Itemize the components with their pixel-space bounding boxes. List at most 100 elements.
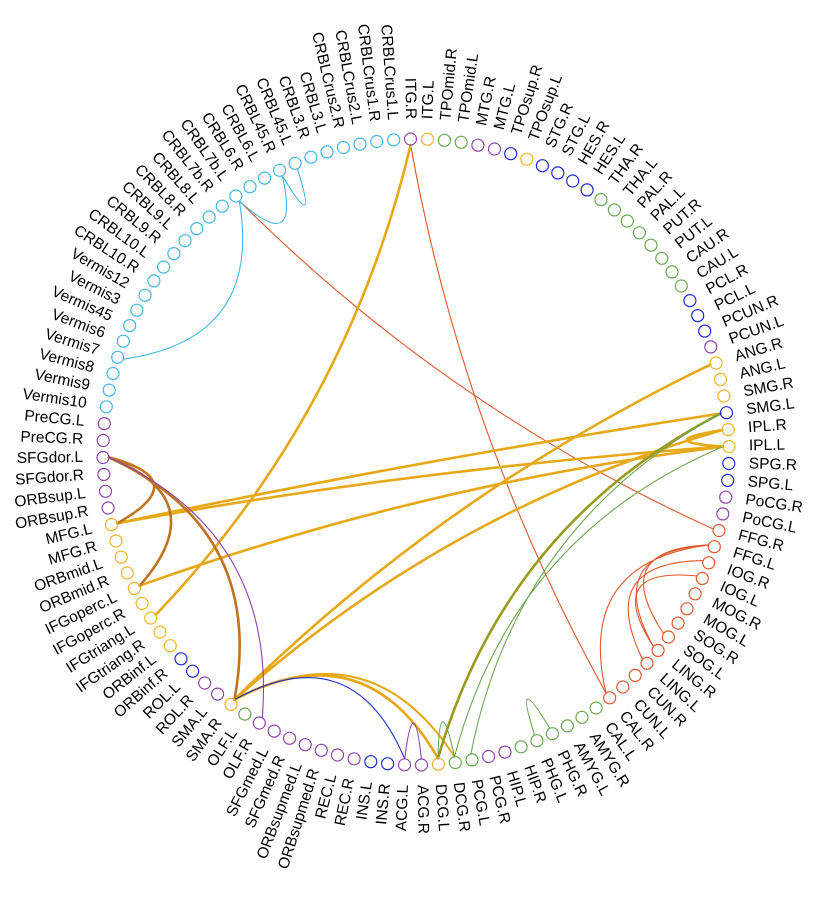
node-orbmid-l (114, 550, 128, 564)
node-crbl7b-l (229, 189, 243, 203)
node-ang-l (713, 372, 728, 386)
link-crbl7b-l-crbl45-r (238, 175, 288, 225)
node-crblcrus2-l (353, 137, 367, 151)
node-label-ins-r: INS.R (373, 783, 394, 826)
node-vermis6 (116, 334, 130, 348)
node-hip-l (498, 745, 512, 759)
nodes-layer (96, 132, 736, 772)
link-acg-r-acg-l (404, 722, 422, 760)
node-cau-l (674, 279, 688, 293)
node-vermis9 (102, 383, 116, 397)
node-cun-l (616, 680, 630, 694)
node-tposup-l (520, 152, 534, 166)
node-stg-l (551, 166, 565, 180)
node-label-precg-l: PreCG.L (24, 407, 86, 429)
node-cun-r (628, 668, 642, 683)
node-crbl8-l (202, 210, 216, 224)
node-sma-l (211, 687, 225, 701)
node-precg-l (97, 417, 111, 431)
node-label-tpomid-r: TPOmid.R (437, 48, 460, 122)
node-cau-r (665, 265, 679, 279)
node-ling-r (651, 643, 665, 658)
node-olf-l (238, 707, 252, 721)
node-pocg-l (716, 507, 730, 521)
node-ipl-r (721, 423, 735, 437)
node-pcg-r (482, 749, 496, 764)
link-itg-r-cal-r (410, 144, 607, 694)
link-ipl-l-mfg-l (116, 445, 725, 525)
node-put-r (644, 238, 658, 252)
node-label-ipl-r: IPL.R (747, 417, 787, 437)
node-rec-l (330, 748, 345, 762)
node-ins-r (381, 757, 395, 771)
node-mtg-l (487, 142, 502, 156)
link-crbl7b-l-ffg-r (238, 200, 714, 530)
link-crbl45-r-crbl45-l (281, 168, 307, 206)
node-acg-l (397, 758, 412, 772)
node-orbsup-r (101, 501, 115, 515)
node-cal-l (589, 701, 603, 715)
node-hes-l (580, 183, 594, 197)
link-iog-l-ling-r (635, 574, 698, 648)
node-tpomid-l (454, 135, 468, 149)
node-cal-r (603, 691, 617, 705)
node-pal-l (632, 226, 647, 240)
node-dcg-r (448, 755, 462, 770)
node-hip-r (514, 740, 528, 754)
node-ang-r (709, 356, 723, 370)
node-spg-r (722, 456, 736, 471)
node-ifgtriang-r (153, 625, 167, 639)
link-smg-l-dcg-l (436, 412, 722, 760)
node-label-crblcrus1-l: CRBLCrus1.L (377, 24, 401, 121)
node-smg-r (717, 389, 731, 403)
link-ang-r-sma-r (233, 363, 712, 701)
node-mog-r (688, 587, 702, 601)
node-sog-l (661, 630, 676, 644)
node-acg-r (414, 758, 429, 772)
link-sfgdor-l-olf-r (108, 456, 264, 719)
node-pcun-l (704, 340, 718, 354)
node-crbl45-l (288, 156, 302, 170)
node-label-acg-r: ACG.R (414, 785, 432, 834)
node-ifgtriang-l (144, 611, 158, 625)
node-sfgmed-l (267, 724, 281, 738)
node-ifgoperc-r (135, 596, 149, 611)
node-crbl3-l (320, 145, 334, 159)
node-label-spg-l: SPG.L (747, 473, 794, 494)
node-label-sfgdor-r: SFGdor.R (15, 467, 85, 489)
node-mog-l (680, 602, 694, 616)
node-label-dcg-l: DCG.L (432, 783, 452, 832)
node-label-spg-r: SPG.R (749, 455, 798, 474)
node-olf-r (252, 716, 266, 730)
node-label-itg-r: ITG.R (401, 78, 419, 120)
link-itg-r-ifgtriang-l (154, 143, 412, 617)
node-mtg-r (471, 138, 485, 152)
node-sog-r (671, 616, 685, 630)
link-dcg-l-dcg-r (437, 721, 456, 759)
link-ipl-r-ipl-l (685, 428, 725, 448)
link-ffg-l-cal-r (599, 544, 710, 694)
node-sma-r (224, 697, 238, 712)
node-orbmid-r (120, 566, 134, 580)
link-sma-r-acg-l (233, 677, 406, 760)
node-mfg-r (109, 534, 123, 548)
link-sma-r-ipl-r (233, 428, 724, 701)
node-rol-l (186, 664, 200, 678)
link-iog-r-ling-l (627, 560, 704, 660)
node-itg-r (403, 132, 418, 146)
node-crbl6-l (258, 171, 272, 185)
node-vermis12 (138, 288, 152, 302)
node-pcl-l (691, 309, 705, 323)
node-vermis3 (130, 303, 144, 317)
link-phg-r-phg-l (525, 698, 551, 736)
node-tha-r (594, 193, 608, 207)
node-itg-l (420, 132, 435, 146)
node-pocg-r (719, 490, 733, 504)
node-smg-l (719, 406, 734, 420)
node-pcg-l (465, 753, 479, 767)
node-crbl6-r (243, 180, 257, 194)
node-stg-r (535, 159, 550, 173)
node-label-smg-l: SMG.L (745, 395, 795, 418)
